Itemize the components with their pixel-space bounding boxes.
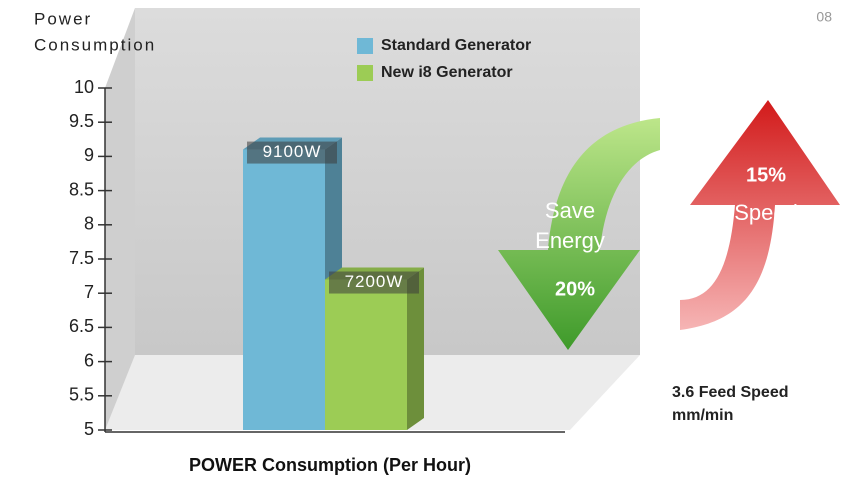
- y-tick-label: 9: [84, 145, 94, 165]
- y-tick-label: 8.5: [69, 179, 94, 199]
- speed-arrow: [680, 100, 840, 330]
- legend-label: New i8 Generator: [381, 64, 513, 81]
- y-tick-label: 5: [84, 419, 94, 439]
- bar-side: [407, 267, 424, 430]
- annotation: 15%: [746, 164, 786, 186]
- value-label: 9100W: [263, 142, 322, 161]
- annotation: 20%: [555, 278, 595, 300]
- value-label-bg: [329, 271, 419, 294]
- x-axis-title: POWER Consumption (Per Hour): [189, 455, 471, 475]
- y-tick-label: 10: [74, 77, 94, 97]
- value-label-bg: [247, 141, 337, 164]
- y-tick-label: 9.5: [69, 111, 94, 131]
- bar: [325, 279, 407, 430]
- y-tick-label: 5.5: [69, 385, 94, 405]
- legend-swatch: [357, 65, 373, 81]
- y-axis-title: Consumption: [34, 35, 156, 54]
- y-tick-label: 6.5: [69, 316, 94, 336]
- annotation: Save: [545, 198, 595, 223]
- y-axis-title: Power: [34, 9, 92, 28]
- page-number: 08: [816, 9, 832, 25]
- legend-swatch: [357, 38, 373, 54]
- y-tick-label: 7.5: [69, 248, 94, 268]
- value-label: 7200W: [345, 272, 404, 291]
- y-tick-label: 6: [84, 350, 94, 370]
- bar: [243, 149, 325, 430]
- annotation: 3.6 Feed Speed: [672, 384, 789, 401]
- annotation: Energy: [535, 228, 605, 253]
- y-tick-label: 8: [84, 214, 94, 234]
- annotation: Speed: [734, 200, 798, 225]
- annotation: mm/min: [672, 407, 733, 424]
- save-arrow: [498, 118, 660, 350]
- y-tick-label: 7: [84, 282, 94, 302]
- legend-label: Standard Generator: [381, 37, 531, 54]
